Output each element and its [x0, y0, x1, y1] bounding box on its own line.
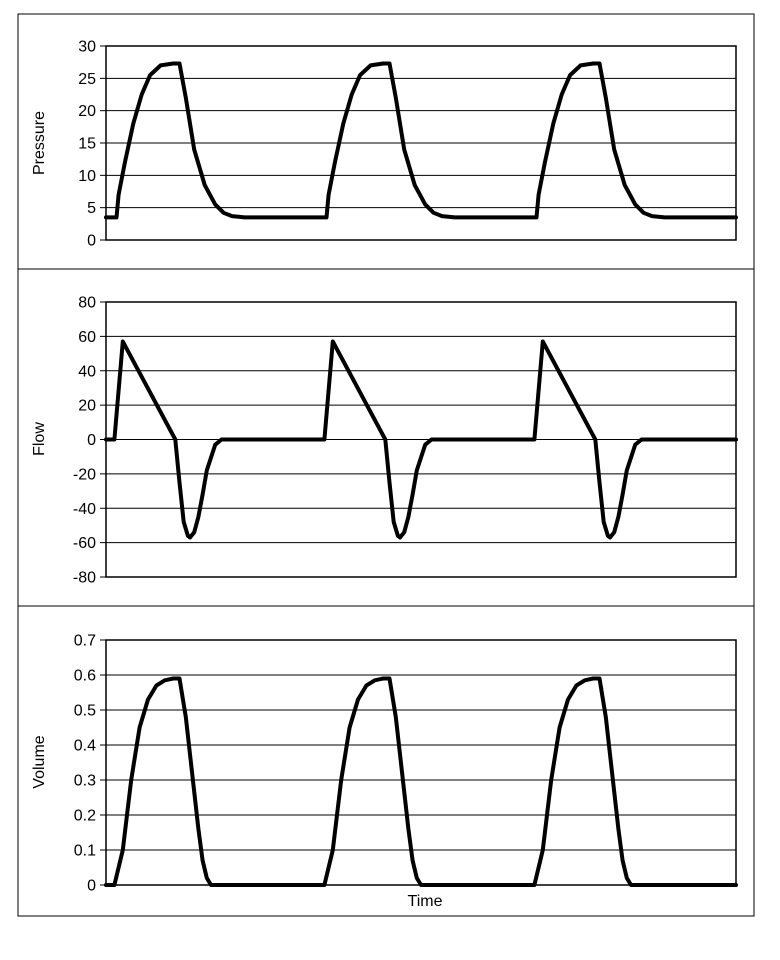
volume-y-axis-label: Volume — [31, 735, 48, 788]
volume-x-axis-label: Time — [408, 893, 443, 910]
pressure-y-tick-label: 20 — [78, 103, 96, 120]
volume-y-tick-label: 0.6 — [74, 668, 96, 685]
pressure-y-tick-label: 0 — [87, 233, 96, 250]
volume-y-tick-label: 0.3 — [74, 773, 96, 790]
pressure-y-tick-label: 30 — [78, 39, 96, 56]
flow-panel: -80 -60 -40 -20 0 20 40 60 80 Flow — [31, 295, 738, 587]
flow-y-tick-label: 40 — [78, 363, 96, 380]
flow-y-axis-label: Flow — [31, 422, 48, 456]
volume-y-tick-label: 0.4 — [74, 738, 96, 755]
flow-y-tick-label: -40 — [73, 501, 96, 518]
volume-y-tick-label: 0.5 — [74, 703, 96, 720]
volume-series-line — [104, 676, 738, 887]
pressure-y-axis-label: Pressure — [31, 111, 48, 175]
flow-y-tick-label: 20 — [78, 398, 96, 415]
pressure-series-line — [104, 61, 738, 220]
flow-series-line — [104, 339, 738, 540]
volume-panel: 0 0.1 0.2 0.3 0.4 0.5 0.6 0.7 Volume Time — [31, 633, 738, 910]
pressure-y-tick-label: 15 — [78, 136, 96, 153]
flow-y-tick-label: -80 — [73, 570, 96, 587]
flow-y-tick-label: 0 — [87, 432, 96, 449]
volume-plot-area — [105, 639, 737, 886]
pressure-y-tick-label: 25 — [78, 71, 96, 88]
volume-y-tick-label: 0.7 — [74, 633, 96, 650]
flow-y-tick-label: 60 — [78, 329, 96, 346]
pressure-y-tick-label: 10 — [78, 168, 96, 185]
pressure-y-tick-label: 5 — [87, 200, 96, 217]
flow-y-tick-label: -60 — [73, 535, 96, 552]
flow-y-tick-label: 80 — [78, 295, 96, 312]
volume-y-tick-label: 0.1 — [74, 843, 96, 860]
volume-y-tick-label: 0 — [87, 878, 96, 895]
pressure-panel: 0 5 10 15 20 25 30 Pressure — [31, 39, 738, 250]
figure-frame — [17, 13, 755, 917]
flow-y-tick-label: -20 — [73, 466, 96, 483]
volume-y-tick-label: 0.2 — [74, 808, 96, 825]
